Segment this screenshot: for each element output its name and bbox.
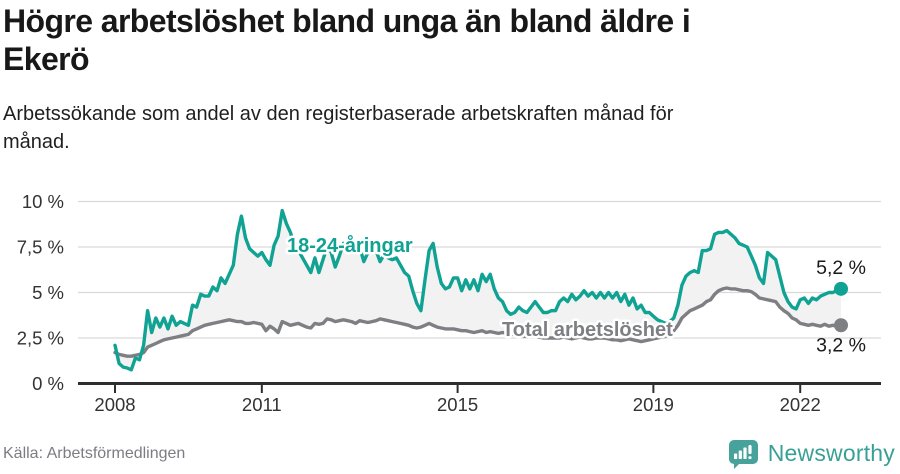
subtitle-line-2: månad. [3,131,70,153]
series-line-youth [113,208,843,372]
subtitle: Arbetssökande som andel av den registerb… [3,100,863,156]
y-tick-label: 5 % [32,282,64,303]
unemployment-line-chart: 0 % 2,5 % 5 % 7,5 % 10 % 2008 2011 2015 2019 2022… [0,180,900,422]
subtitle-line-1: Arbetssökande som andel av den registerb… [3,103,674,125]
page-title-line-2: Ekerö [3,41,90,77]
series-label-total: Total arbetslöshet [502,319,673,341]
y-tick-label: 0 % [32,373,64,394]
series-line-total [113,286,843,358]
end-label-total: 3,2 % [816,334,866,356]
x-tick-label: 2019 [633,394,674,415]
x-tick-label: 2015 [437,394,478,415]
line-chart-canvas: 0 % 2,5 % 5 % 7,5 % 10 % 2008 2011 2015 2019 2022… [17,191,881,415]
page-title: Högre arbetslöshet bland unga än bland ä… [3,2,897,78]
end-dot-youth [834,281,848,296]
y-tick-label: 2,5 % [17,328,64,349]
page-title-line-1: Högre arbetslöshet bland unga än bland ä… [3,3,691,39]
series-label-youth: 18-24-åringar [287,234,413,257]
brand: Newsworthy [726,438,895,469]
end-dot-total [834,318,848,333]
end-label-youth: 5,2 % [816,257,866,279]
source-note: Källa: Arbetsförmedlingen [3,445,186,462]
y-tick-label: 7,5 % [17,237,64,258]
y-tick-label: 10 % [22,191,64,212]
bar-chart-speech-bubble-icon [728,440,758,469]
x-tick-label: 2011 [242,394,282,415]
brand-name: Newsworthy [767,440,895,466]
x-tick-label: 2022 [780,394,821,415]
x-tick-label: 2008 [94,394,135,415]
